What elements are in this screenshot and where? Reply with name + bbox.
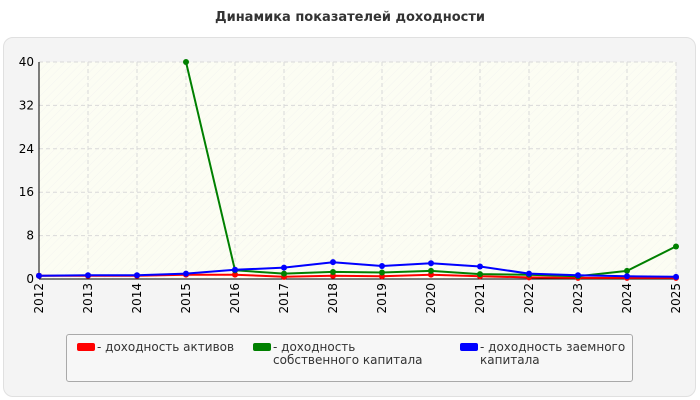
y-tick-label: 8 — [26, 229, 34, 243]
y-tick-label: 32 — [19, 98, 34, 112]
data-point-2 — [673, 273, 679, 280]
data-point-2 — [183, 270, 189, 277]
data-point-2 — [428, 260, 434, 267]
x-tick-label: 2019 — [375, 283, 389, 314]
y-tick-label: 0 — [26, 272, 34, 286]
plot-area-hatch — [39, 62, 676, 279]
chart-title: Динамика показателей доходности — [215, 10, 485, 25]
data-point-1 — [673, 243, 679, 250]
data-point-2 — [330, 259, 336, 266]
data-point-2 — [379, 262, 385, 269]
legend-swatch-debt — [460, 343, 478, 351]
x-tick-label: 2025 — [669, 283, 683, 314]
x-tick-label: 2016 — [228, 283, 242, 314]
data-point-2 — [281, 264, 287, 271]
y-tick-label: 40 — [19, 55, 34, 69]
data-point-1 — [428, 267, 434, 274]
legend-label-assets: - доходность активов — [97, 340, 235, 354]
x-tick-label: 2021 — [473, 283, 487, 314]
x-tick-label: 2023 — [571, 283, 585, 314]
data-point-2 — [134, 272, 140, 279]
legend-swatch-equity — [253, 343, 271, 351]
chart-legend: - доходность активов - доходность собств… — [66, 334, 633, 382]
data-point-2 — [575, 272, 581, 279]
data-point-1 — [624, 267, 630, 274]
x-tick-label: 2012 — [32, 283, 46, 314]
data-point-1 — [379, 269, 385, 276]
legend-label-equity: - доходность собственного капитала — [273, 340, 423, 367]
data-point-1 — [330, 268, 336, 275]
data-point-1 — [281, 270, 287, 277]
data-point-1 — [477, 271, 483, 278]
legend-swatch-assets — [77, 343, 95, 351]
legend-label-debt: - доходность заемного капитала — [480, 340, 626, 367]
data-point-2 — [526, 270, 532, 277]
data-point-1 — [183, 59, 189, 65]
data-point-2 — [477, 263, 483, 270]
data-point-0 — [232, 271, 238, 278]
y-tick-label: 24 — [19, 142, 34, 156]
data-point-2 — [36, 272, 42, 279]
x-tick-label: 2018 — [326, 283, 340, 314]
x-tick-label: 2013 — [81, 283, 95, 314]
x-tick-label: 2024 — [620, 283, 634, 314]
x-tick-label: 2015 — [179, 283, 193, 314]
x-tick-label: 2020 — [424, 283, 438, 314]
x-tick-label: 2014 — [130, 283, 144, 314]
data-point-2 — [624, 273, 630, 280]
y-tick-label: 16 — [19, 185, 34, 199]
data-point-2 — [232, 266, 238, 273]
x-tick-label: 2017 — [277, 283, 291, 314]
data-point-2 — [85, 272, 91, 279]
x-tick-label: 2022 — [522, 283, 536, 314]
series-line-2 — [38, 261, 677, 278]
